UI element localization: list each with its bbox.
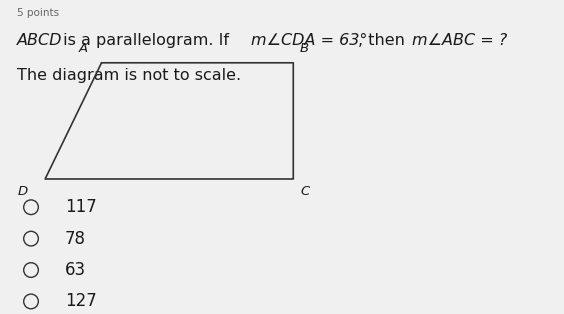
Text: is a parallelogram. If: is a parallelogram. If [58,33,234,48]
Text: 127: 127 [65,292,96,311]
Text: 63: 63 [65,261,86,279]
Text: 117: 117 [65,198,96,216]
Text: ABCD: ABCD [17,33,63,48]
Text: 78: 78 [65,230,86,248]
Text: The diagram is not to scale.: The diagram is not to scale. [17,68,241,83]
Text: D: D [18,185,28,198]
Text: C: C [300,185,309,198]
Text: A: A [78,42,87,55]
Text: 5 points: 5 points [17,8,59,18]
Text: m∠ABC = ?: m∠ABC = ? [412,33,507,48]
Text: B: B [300,42,309,55]
Text: m∠CDA = 63°: m∠CDA = 63° [251,33,367,48]
Text: , then: , then [358,33,410,48]
